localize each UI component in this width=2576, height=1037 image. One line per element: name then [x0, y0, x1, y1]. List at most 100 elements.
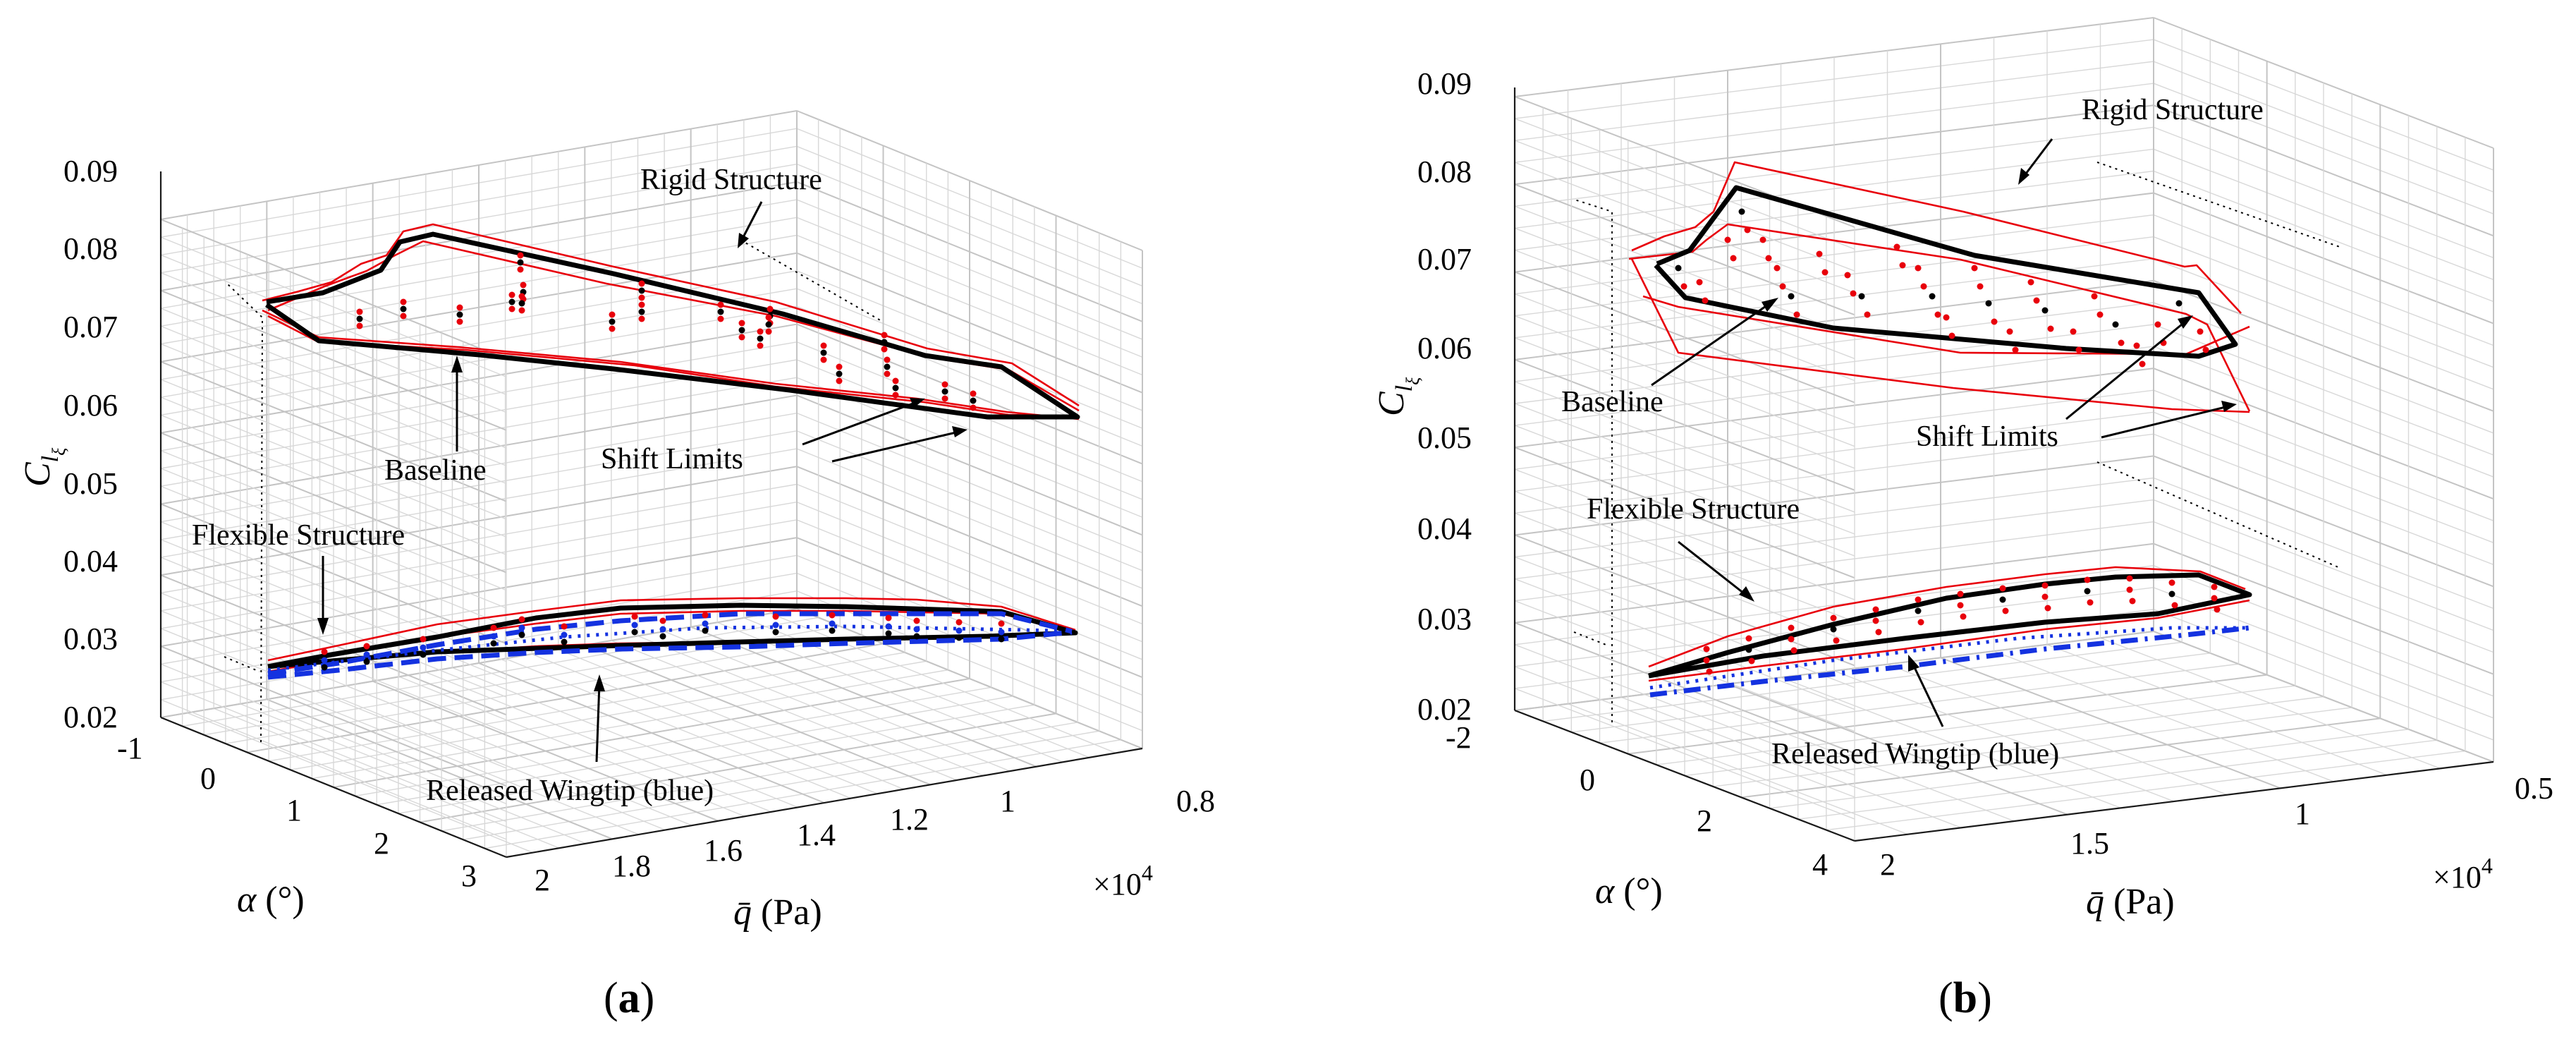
data-point	[956, 619, 963, 626]
data-point	[1858, 293, 1865, 300]
y-tick: 1.6	[704, 833, 743, 868]
data-point	[998, 629, 1005, 636]
x-tick: -2	[1446, 720, 1472, 755]
data-point	[1793, 311, 1800, 318]
arrowhead	[1739, 586, 1754, 602]
data-point	[1844, 272, 1851, 279]
y-tick: 1	[1000, 784, 1015, 818]
data-point	[1872, 606, 1879, 613]
data-point	[508, 298, 515, 305]
data-point	[702, 612, 709, 619]
grid-line	[770, 612, 1116, 754]
data-point	[1680, 283, 1687, 290]
z-tick: 0.09	[1417, 66, 1472, 101]
data-point	[772, 629, 779, 636]
data-point	[1724, 236, 1731, 243]
data-point	[356, 322, 363, 329]
data-point	[717, 315, 724, 322]
data-point	[638, 315, 645, 322]
data-point	[638, 308, 645, 315]
rigid-baseline	[265, 231, 1080, 420]
data-point	[638, 301, 645, 308]
data-point	[2041, 307, 2049, 314]
x-tick: 4	[1812, 847, 1828, 882]
data-point	[772, 621, 779, 629]
data-point	[520, 281, 527, 289]
data-point	[631, 629, 638, 636]
data-point	[2084, 588, 2091, 595]
projection-line	[224, 656, 260, 672]
arrow	[2022, 138, 2053, 177]
data-point	[2154, 321, 2161, 328]
panel-a-y-ticks: 2 1.8 1.6 1.4 1.2 1 0.8	[535, 784, 1215, 897]
data-point	[420, 636, 427, 643]
data-point	[1864, 311, 1871, 318]
y-axis-label: q̄ (Pa)	[733, 892, 822, 933]
grid-line	[1940, 657, 2281, 789]
z-tick: 0.04	[1417, 511, 1472, 546]
grid-line	[1727, 683, 2068, 815]
data-point	[884, 356, 891, 363]
data-point	[1943, 314, 1950, 321]
rigid-shift-upper	[262, 223, 1080, 407]
data-point	[2126, 575, 2133, 582]
data-point	[702, 627, 709, 634]
data-point	[1745, 646, 1752, 653]
arrowhead	[594, 674, 605, 691]
data-point	[970, 390, 977, 397]
x-tick: 3	[461, 859, 477, 893]
data-point	[518, 300, 525, 307]
data-point	[2087, 599, 2094, 606]
data-point	[884, 363, 891, 370]
z-tick: 0.02	[1417, 692, 1472, 727]
data-point	[1738, 208, 1745, 215]
data-point	[363, 643, 370, 650]
rigid-data-points	[356, 252, 977, 411]
grid-line	[716, 621, 1063, 763]
data-point	[1893, 243, 1900, 250]
data-point	[1745, 635, 1752, 642]
grid-line	[319, 689, 666, 831]
rigid-shift-inner	[267, 315, 1076, 418]
data-point	[1999, 585, 2006, 592]
data-point	[561, 631, 568, 638]
arrowhead	[317, 618, 329, 635]
data-point	[738, 320, 745, 327]
data-point	[456, 311, 463, 318]
arrow	[1911, 662, 1944, 727]
grid-line	[1568, 703, 1908, 835]
y-tick: 1	[2295, 796, 2310, 831]
data-point	[609, 318, 616, 325]
data-point	[892, 384, 899, 392]
data-point	[400, 313, 407, 320]
data-point	[757, 335, 764, 342]
data-point	[2168, 579, 2175, 586]
data-point	[2047, 325, 2054, 332]
data-point	[631, 613, 638, 620]
panel-b-axes	[1513, 87, 2494, 842]
z-tick: 0.03	[63, 621, 118, 656]
data-point	[829, 627, 836, 634]
data-point	[1850, 290, 1857, 297]
arrowhead	[451, 356, 463, 372]
data-point	[881, 339, 888, 346]
data-point	[420, 651, 427, 658]
grid-line	[558, 649, 905, 790]
arrow	[831, 430, 960, 463]
data-point	[518, 293, 525, 300]
data-point	[717, 301, 724, 308]
data-point	[956, 634, 963, 641]
data-point	[1730, 255, 1737, 262]
z-tick: 0.09	[63, 154, 118, 188]
data-point	[1830, 626, 1837, 633]
z-tick: 0.06	[63, 388, 118, 423]
released-wingtip-upper	[267, 611, 1073, 677]
z-tick: 0.07	[63, 310, 118, 344]
data-point	[609, 311, 616, 318]
data-point	[2175, 300, 2183, 307]
annotation-rigid: Rigid Structure	[640, 164, 822, 196]
data-point	[2070, 328, 2077, 335]
data-point	[631, 621, 638, 629]
grid-line	[478, 662, 825, 803]
